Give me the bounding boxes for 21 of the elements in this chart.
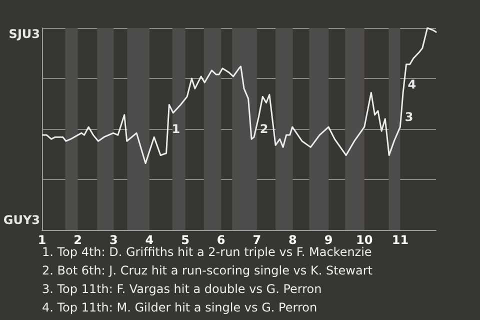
x-tick-label: 4 bbox=[145, 233, 154, 247]
annotation: 4 bbox=[408, 78, 416, 92]
x-tick-label: 6 bbox=[216, 233, 226, 247]
text: SJU3 bbox=[8, 27, 40, 41]
x-tick-label: 11 bbox=[392, 233, 409, 247]
text: GUY3 bbox=[3, 213, 40, 227]
annotation: 1 bbox=[172, 122, 180, 136]
x-tick-label: 7 bbox=[252, 233, 262, 247]
text: 4. Top 11th: M. Gilder hit a single vs G. Perron bbox=[42, 300, 318, 314]
x-tick-label: 5 bbox=[181, 233, 190, 247]
text: 1. Top 4th: D. Griffiths hit a 2-run triple vs F. Mackenzie bbox=[42, 245, 372, 259]
annotation: 3 bbox=[404, 110, 414, 124]
x-tick-label: 3 bbox=[109, 233, 118, 247]
x-tick-label: 9 bbox=[324, 233, 333, 247]
text: 2. Bot 6th: J. Cruz hit a run-scoring single vs K. Stewart bbox=[42, 264, 373, 278]
x-tick-label: 2 bbox=[74, 233, 82, 247]
text: 3. Top 11th: F. Vargas hit a double vs G. Perron bbox=[42, 282, 322, 296]
annotation: 2 bbox=[260, 122, 268, 136]
x-tick-label: 1 bbox=[38, 233, 46, 247]
x-tick-label: 8 bbox=[288, 233, 297, 247]
x-tick-label: 10 bbox=[356, 233, 373, 247]
